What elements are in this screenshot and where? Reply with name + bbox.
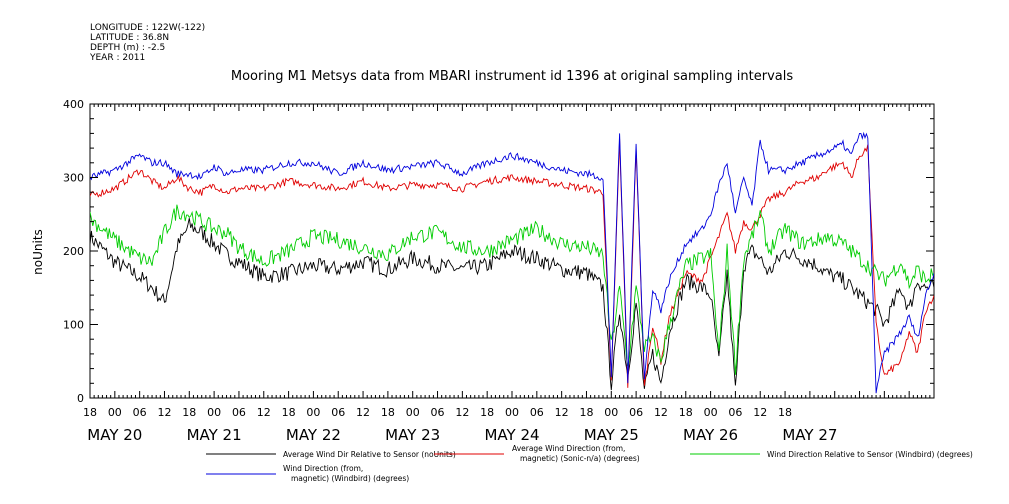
- x-tick-label: 18: [480, 406, 494, 419]
- legend-label-3: Wind Direction Relative to Sensor (Windb…: [767, 450, 973, 459]
- x-tick-label: 06: [133, 406, 147, 419]
- x-tick-label: 12: [555, 406, 569, 419]
- x-tick-label: 06: [728, 406, 742, 419]
- legend-label-4-cont: magnetic) (Windbird) (degrees): [291, 474, 409, 483]
- legend-label-1: Average Wind Dir Relative to Sensor (noU…: [283, 450, 456, 459]
- x-tick-label: 18: [282, 406, 296, 419]
- x-tick-label: 00: [108, 406, 122, 419]
- y-tick-label: 400: [63, 98, 84, 111]
- x-tick-label: 06: [530, 406, 544, 419]
- metadata-block: LONGITUDE : 122W(-122) LATITUDE : 36.8N …: [89, 23, 205, 63]
- meta-depth: DEPTH (m) : -2.5: [90, 43, 165, 53]
- x-tick-label: 06: [232, 406, 246, 419]
- x-date-label: MAY 25: [584, 426, 639, 444]
- x-date-label: MAY 20: [87, 426, 142, 444]
- ticks-layer: [89, 103, 935, 399]
- legend-label-2: Average Wind Direction (from,: [512, 444, 625, 453]
- series-layer: [90, 131, 934, 394]
- meta-latitude: LATITUDE : 36.8N: [90, 33, 169, 43]
- x-tick-label: 12: [455, 406, 469, 419]
- x-tick-label: 12: [157, 406, 171, 419]
- x-tick-label: 00: [207, 406, 221, 419]
- x-date-label: MAY 23: [385, 426, 440, 444]
- x-date-label: MAY 22: [286, 426, 341, 444]
- x-tick-label: 00: [306, 406, 320, 419]
- legend-label-2-cont: magnetic) (Sonic-n/a) (degrees): [520, 454, 640, 463]
- x-tick-label: 12: [654, 406, 668, 419]
- x-tick-label: 12: [753, 406, 767, 419]
- series-line-3: [90, 204, 934, 375]
- tick-labels-layer: 0 100 200 300 400 18 00 06 12 18 00 06 12 18 00 06 12 18 0…: [63, 98, 837, 444]
- meta-longitude: LONGITUDE : 122W(-122): [90, 23, 205, 33]
- x-tick-label: 00: [704, 406, 718, 419]
- x-tick-label: 00: [505, 406, 519, 419]
- y-tick-label: 200: [63, 245, 84, 258]
- y-tick-label: 100: [63, 319, 84, 332]
- x-tick-label: 18: [182, 406, 196, 419]
- x-date-label: MAY 21: [187, 426, 242, 444]
- x-tick-label: 18: [381, 406, 395, 419]
- y-axis-label: noUnits: [31, 229, 45, 275]
- x-tick-label: 06: [431, 406, 445, 419]
- series-line-2: [90, 139, 934, 388]
- x-tick-label: 06: [331, 406, 345, 419]
- chart-title: Mooring M1 Metsys data from MBARI instru…: [231, 69, 793, 84]
- series-line-1: [90, 218, 934, 391]
- x-tick-label: 00: [406, 406, 420, 419]
- x-tick-label: 18: [83, 406, 97, 419]
- x-tick-label: 18: [579, 406, 593, 419]
- x-tick-label: 00: [604, 406, 618, 419]
- legend: Average Wind Dir Relative to Sensor (noU…: [206, 444, 973, 483]
- y-tick-label: 300: [63, 172, 84, 185]
- series-line-4: [90, 131, 934, 394]
- x-tick-label: 06: [629, 406, 643, 419]
- x-date-label: MAY 24: [484, 426, 539, 444]
- x-date-label: MAY 26: [683, 426, 738, 444]
- y-tick-label: 0: [77, 392, 84, 405]
- x-tick-label: 18: [778, 406, 792, 419]
- x-tick-label: 18: [679, 406, 693, 419]
- x-date-label: MAY 27: [782, 426, 837, 444]
- x-tick-label: 12: [356, 406, 370, 419]
- x-tick-label: 12: [257, 406, 271, 419]
- legend-label-4: Wind Direction (from,: [283, 464, 363, 473]
- meta-year: YEAR : 2011: [89, 53, 145, 63]
